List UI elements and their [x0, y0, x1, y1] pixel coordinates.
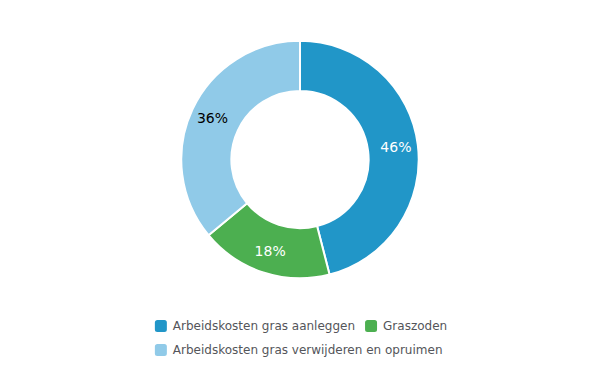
svg-text:Arbeidskosten gras verwijderen: Arbeidskosten gras verwijderen en opruim…	[173, 343, 443, 357]
svg-text:Graszoden: Graszoden	[383, 319, 447, 333]
svg-text:46%: 46%	[380, 139, 411, 155]
svg-text:Arbeidskosten gras aanleggen: Arbeidskosten gras aanleggen	[173, 319, 355, 333]
svg-text:36%: 36%	[197, 110, 228, 126]
svg-text:18%: 18%	[255, 243, 286, 259]
